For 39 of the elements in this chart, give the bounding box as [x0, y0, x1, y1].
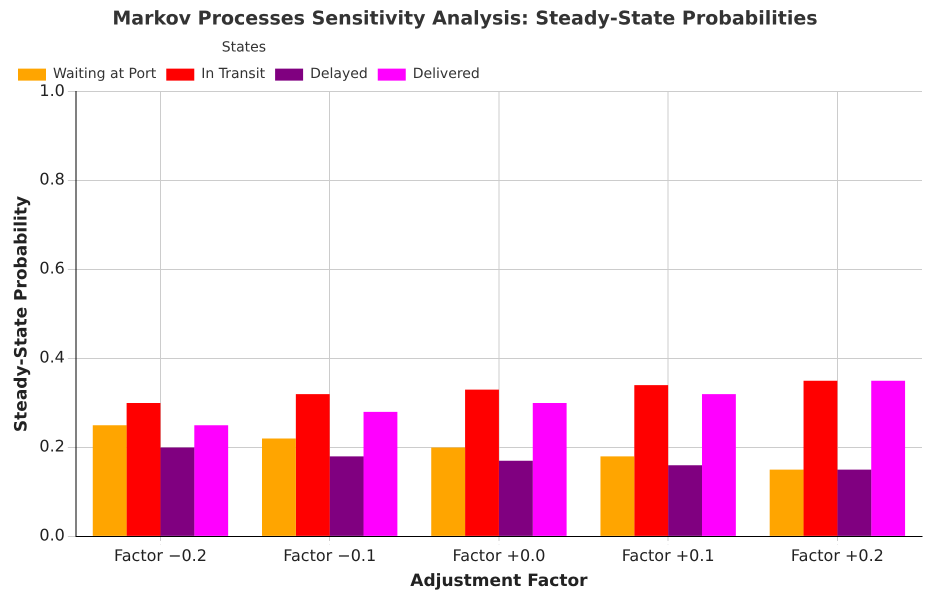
- bar: [465, 390, 499, 536]
- y-tick-label: 0.4: [39, 348, 65, 367]
- x-tick-label: Factor −0.1: [283, 546, 376, 566]
- bar: [702, 394, 736, 536]
- bar: [804, 380, 838, 536]
- chart-title: Markov Processes Sensitivity Analysis: Steady-State Probabilities: [112, 7, 818, 30]
- bar: [600, 456, 634, 536]
- bar: [364, 412, 398, 536]
- x-tick-label: Factor +0.1: [622, 546, 715, 566]
- y-axis-title: Steady-State Probability: [12, 196, 32, 432]
- y-tick-label: 0.8: [39, 170, 65, 189]
- legend-label: Waiting at Port: [53, 66, 157, 82]
- bar: [498, 460, 533, 536]
- bar: [770, 470, 804, 536]
- bar: [126, 402, 160, 536]
- bar: [668, 465, 702, 536]
- y-tick-label: 1.0: [39, 80, 65, 100]
- y-tick-label: 0.2: [39, 436, 65, 456]
- legend-title: States: [222, 39, 266, 56]
- bar: [837, 470, 872, 536]
- bar: [871, 380, 906, 536]
- bar: [532, 402, 567, 536]
- y-tick-label: 0.0: [39, 526, 65, 545]
- bar: [634, 385, 668, 536]
- bar: [431, 447, 466, 536]
- x-tick-label: Factor +0.2: [790, 546, 884, 566]
- legend-label: In Transit: [201, 66, 266, 82]
- legend-label: Delayed: [310, 66, 368, 82]
- bar: [296, 394, 330, 536]
- bar: [262, 438, 296, 536]
- x-axis-title: Adjustment Factor: [410, 571, 588, 592]
- y-tick-label: 0.6: [39, 258, 65, 278]
- x-tick-label: Factor +0.0: [452, 546, 546, 566]
- bar: [330, 456, 364, 536]
- bar: [194, 425, 228, 536]
- x-tick-label: Factor −0.2: [114, 546, 207, 566]
- bar: [160, 447, 194, 536]
- bar: [92, 425, 127, 536]
- legend-label: Delivered: [412, 66, 480, 82]
